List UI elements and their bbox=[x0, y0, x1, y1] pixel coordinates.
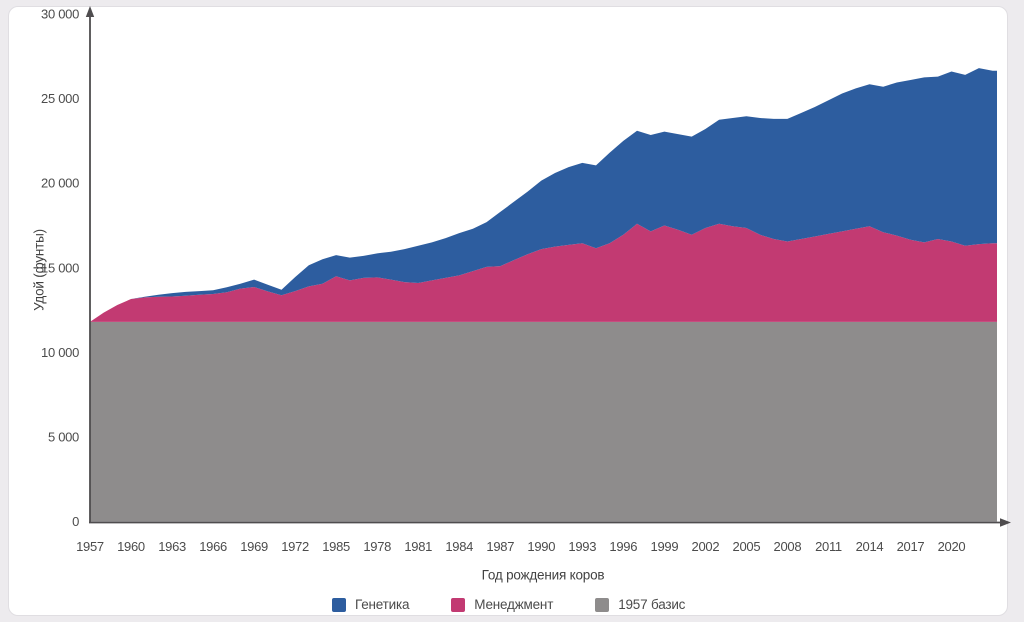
x-tick-label: 1993 bbox=[568, 539, 596, 554]
legend-item-management: Менеджмент bbox=[451, 597, 553, 612]
x-tick-label: 1963 bbox=[158, 539, 186, 554]
legend-item-base1957: 1957 базис bbox=[595, 597, 685, 612]
x-axis-arrow-icon bbox=[1000, 518, 1011, 527]
area-management bbox=[90, 223, 997, 322]
x-axis-title: Год рождения коров bbox=[481, 567, 605, 583]
x-tick-label: 2020 bbox=[938, 539, 966, 554]
x-tick-label: 2005 bbox=[733, 539, 761, 554]
area-genetics bbox=[90, 68, 997, 322]
x-tick-label: 1981 bbox=[404, 539, 432, 554]
area-base1957 bbox=[90, 321, 997, 522]
legend-swatch-genetics bbox=[332, 597, 346, 612]
legend-swatch-management bbox=[451, 597, 466, 612]
x-tick-label: 1990 bbox=[527, 539, 555, 554]
x-tick-label: 1966 bbox=[199, 539, 227, 554]
y-tick-label: 30 000 bbox=[41, 7, 79, 22]
legend-label-genetics: Генетика bbox=[355, 597, 410, 612]
x-tick-label: 2011 bbox=[815, 539, 842, 554]
x-tick-label: 1978 bbox=[363, 539, 391, 554]
y-tick-label: 5 000 bbox=[48, 429, 79, 444]
y-tick-label: 10 000 bbox=[41, 345, 79, 360]
x-tick-label: 1972 bbox=[281, 539, 309, 554]
x-tick-label: 1984 bbox=[445, 539, 473, 554]
x-tick-label: 1987 bbox=[486, 539, 514, 554]
x-tick-label: 2014 bbox=[856, 539, 884, 554]
x-tick-label: 2008 bbox=[774, 539, 802, 554]
legend-label-base1957: 1957 базис bbox=[618, 597, 686, 612]
x-tick-label: 1957 bbox=[76, 539, 104, 554]
legend-swatch-base1957 bbox=[595, 597, 610, 612]
legend-label-management: Менеджмент bbox=[474, 597, 554, 612]
y-tick-label: 0 bbox=[72, 514, 79, 529]
x-tick-label: 2002 bbox=[692, 539, 720, 554]
y-axis-title: Удой (фунты) bbox=[31, 229, 47, 311]
x-tick-label: 1985 bbox=[322, 539, 350, 554]
legend: Генетика Менеджмент 1957 базис bbox=[332, 597, 685, 612]
x-tick-label: 1969 bbox=[240, 539, 268, 554]
x-tick-label: 1960 bbox=[117, 539, 145, 554]
y-tick-label: 20 000 bbox=[41, 176, 79, 191]
y-tick-label: 25 000 bbox=[41, 91, 79, 106]
x-tick-label: 2017 bbox=[897, 539, 925, 554]
x-tick-label: 1996 bbox=[609, 539, 637, 554]
legend-item-genetics: Генетика bbox=[332, 597, 409, 612]
x-tick-label: 1999 bbox=[651, 539, 679, 554]
y-tick-label: 15 000 bbox=[41, 260, 79, 275]
y-axis-arrow-icon bbox=[85, 6, 95, 17]
